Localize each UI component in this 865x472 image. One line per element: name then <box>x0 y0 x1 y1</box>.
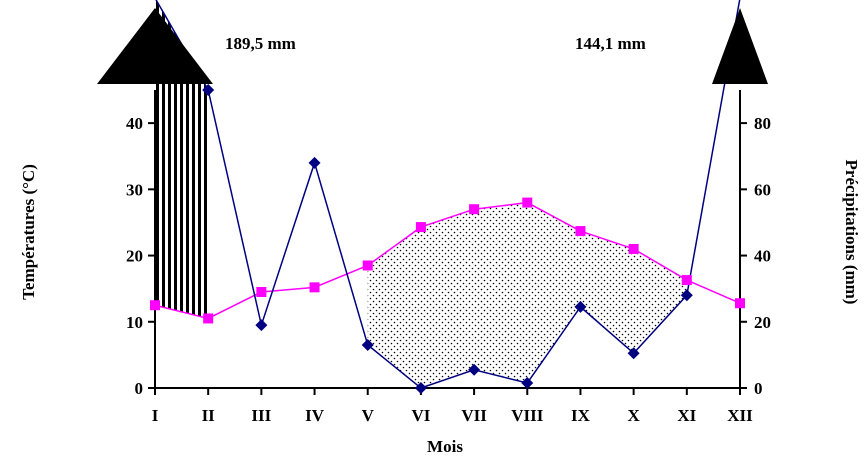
right-axis-ticks: 0 20 40 60 80 <box>740 114 771 398</box>
x-tick-label: I <box>152 406 159 425</box>
x-tick-label: II <box>202 406 216 425</box>
left-tick-label: 10 <box>126 313 143 332</box>
temperature-point <box>203 313 214 324</box>
axes <box>154 90 741 389</box>
overflow-annotations: 189,5 mm 144,1 mm <box>225 34 646 53</box>
temperature-point <box>735 298 745 309</box>
temperature-point <box>362 260 373 271</box>
right-tick-label: 60 <box>754 180 771 199</box>
x-tick-label: V <box>362 406 375 425</box>
temperature-point <box>628 243 639 254</box>
temperature-point <box>256 286 267 297</box>
left-tick-label: 0 <box>135 379 144 398</box>
right-tick-label: 40 <box>754 247 771 266</box>
x-tick-label: III <box>251 406 271 425</box>
overflow-arrow <box>712 8 768 84</box>
precipitation-point <box>680 289 693 302</box>
x-tick-label: X <box>627 406 640 425</box>
precipitation-point <box>468 363 481 376</box>
precipitation-point <box>308 156 321 169</box>
temperature-line <box>154 201 741 320</box>
right-tick-label: 0 <box>754 379 763 398</box>
temperature-point <box>575 226 586 237</box>
x-tick-label: IV <box>305 406 325 425</box>
temperature-point <box>469 204 480 215</box>
left-tick-label: 20 <box>126 247 143 266</box>
series-lines <box>154 0 741 389</box>
precipitation-point <box>521 377 534 390</box>
x-tick-label: VIII <box>511 406 544 425</box>
dry-area-may-nov <box>367 202 687 388</box>
precipitation-point <box>574 300 587 313</box>
series-markers <box>150 84 745 394</box>
left-tick-label: 40 <box>126 114 143 133</box>
overflow-value-label: 189,5 mm <box>225 34 296 53</box>
temperature-point <box>522 197 533 208</box>
precipitation-point <box>255 319 268 332</box>
x-axis-ticks: I II III IV V VI VII VIII IX X XI XII <box>152 388 753 425</box>
precipitation-point <box>202 84 215 96</box>
overflow-arrows <box>97 8 768 84</box>
dry-period-dotting <box>367 202 687 388</box>
right-axis-title: Précipitations (mm) <box>842 160 861 305</box>
precipitation-point <box>414 382 427 394</box>
left-tick-label: 30 <box>126 180 143 199</box>
x-tick-label: XII <box>727 406 753 425</box>
temperature-point <box>415 222 426 233</box>
left-axis-ticks: 0 10 20 30 40 <box>126 114 155 398</box>
left-axis-title: Températures (°C) <box>19 164 38 300</box>
x-tick-label: IX <box>571 406 591 425</box>
temperature-point <box>150 300 160 311</box>
x-axis-title: Mois <box>427 437 463 456</box>
x-tick-label: VI <box>411 406 430 425</box>
precipitation-line <box>155 0 741 389</box>
temperature-point <box>681 275 692 286</box>
x-tick-label: VII <box>461 406 487 425</box>
precipitation-point <box>627 347 640 360</box>
precipitation-point <box>361 338 374 351</box>
x-tick-label: XI <box>677 406 696 425</box>
overflow-arrow <box>97 8 213 84</box>
temperature-point <box>309 282 320 293</box>
overflow-value-label: 144,1 mm <box>575 34 646 53</box>
right-tick-label: 80 <box>754 114 771 133</box>
right-tick-label: 20 <box>754 313 771 332</box>
